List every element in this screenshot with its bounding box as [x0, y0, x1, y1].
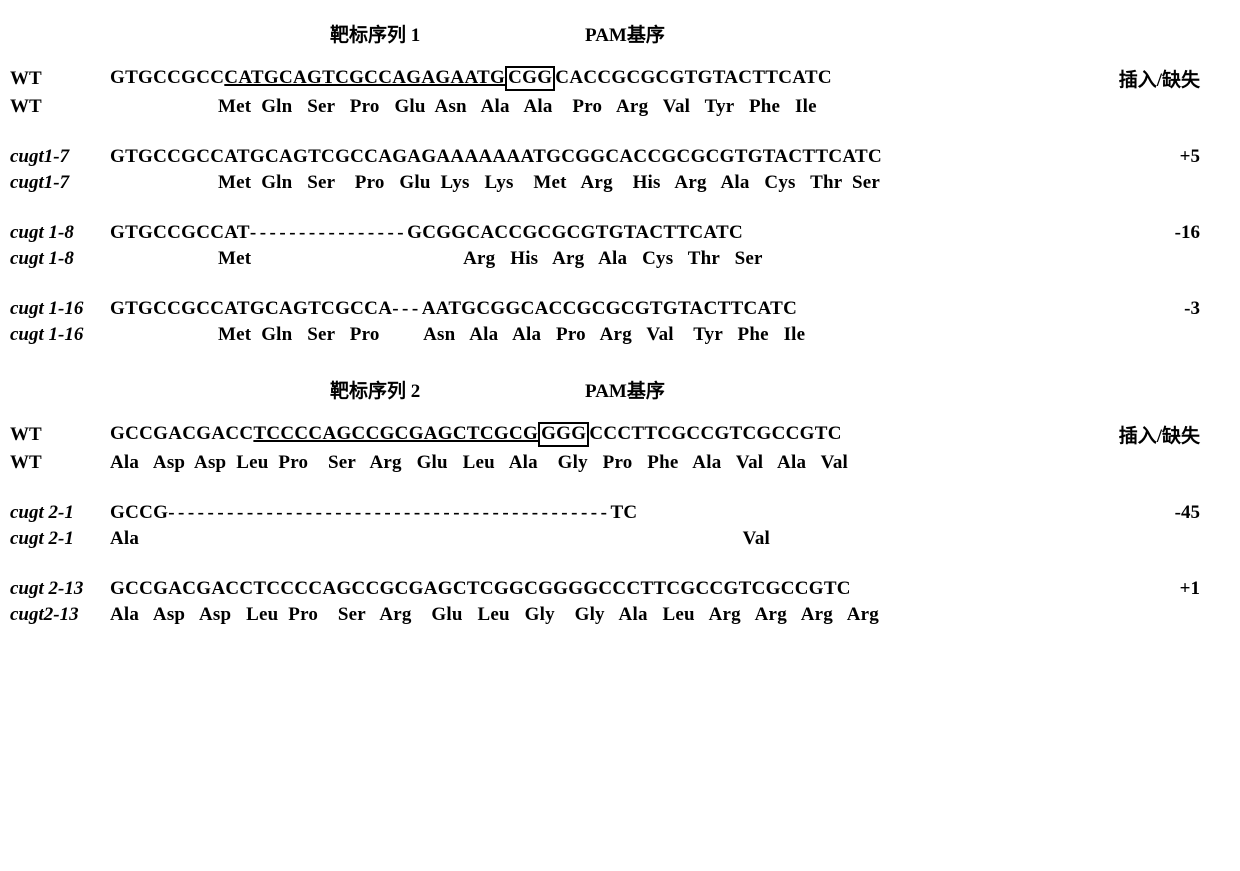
- cugt1-8-indel: -16: [1155, 222, 1230, 244]
- mut1-8-block: cugt 1-8 GTGCCGCCAT----------------GCGGC…: [10, 222, 1230, 270]
- wt-amino-acids-2: Ala Asp Asp Leu Pro Ser Arg Glu Leu Ala …: [110, 452, 848, 474]
- wt-label: WT: [10, 68, 110, 90]
- cugt2-13-label: cugt 2-13: [10, 578, 110, 600]
- cugt2-1-amino-acids: Ala Val: [110, 528, 770, 550]
- wt-sequence-2: GCCGACGACCTCCCCAGCCGCGAGCTCGCGGGGCCCTTCG…: [110, 422, 842, 447]
- cugt1-8-label-aa: cugt 1-8: [10, 248, 110, 270]
- target-seq-1-label: 靶标序列 1: [330, 25, 420, 46]
- section2-header: 靶标序列 2 PAM基序: [10, 376, 1230, 403]
- pam-motif-2-label: PAM基序: [585, 381, 665, 402]
- mut2-13-block: cugt 2-13 GCCGACGACCTCCCCAGCCGCGAGCTCGGC…: [10, 578, 1230, 626]
- cugt1-16-sequence: GTGCCGCCATGCAGTCGCCA---AATGCGGCACCGCGCGT…: [110, 298, 797, 320]
- cugt2-13-sequence: GCCGACGACCTCCCCAGCCGCGAGCTCGGCGGGGCCCTTC…: [110, 578, 851, 600]
- wt-amino-acids-1: Met Gln Ser Pro Glu Asn Ala Ala Pro Arg …: [110, 96, 817, 118]
- cugt2-1-label: cugt 2-1: [10, 502, 110, 524]
- wt-label-2-aa: WT: [10, 452, 110, 474]
- cugt2-13-amino-acids: Ala Asp Asp Leu Pro Ser Arg Glu Leu Gly …: [110, 604, 879, 626]
- cugt1-7-indel: +5: [1160, 146, 1230, 168]
- wt-block-1: WT GTGCCGCCCATGCAGTCGCCAGAGAATGCGGCACCGC…: [10, 65, 1230, 118]
- cugt1-8-amino-acids: Met Arg His Arg Ala Cys Thr Ser: [110, 248, 763, 270]
- cugt2-1-label-aa: cugt 2-1: [10, 528, 110, 550]
- cugt1-7-label-aa: cugt1-7: [10, 172, 110, 194]
- cugt1-7-amino-acids: Met Gln Ser Pro Glu Lys Lys Met Arg His …: [110, 172, 880, 194]
- cugt1-8-label: cugt 1-8: [10, 222, 110, 244]
- indel-header-2: 插入/缺失: [1099, 421, 1230, 448]
- mut1-7-block: cugt1-7 GTGCCGCCATGCAGTCGCCAGAGAAAAAAATG…: [10, 146, 1230, 194]
- target-seq-2-label: 靶标序列 2: [330, 381, 420, 402]
- wt-label-aa: WT: [10, 96, 110, 118]
- cugt1-8-sequence: GTGCCGCCAT----------------GCGGCACCGCGCGT…: [110, 222, 743, 244]
- section1-header: 靶标序列 1 PAM基序: [10, 20, 1230, 47]
- cugt1-16-indel: -3: [1164, 298, 1230, 320]
- cugt1-16-amino-acids: Met Gln Ser Pro Asn Ala Ala Pro Arg Val …: [110, 324, 805, 346]
- mut2-1-block: cugt 2-1 GCCG---------------------------…: [10, 502, 1230, 550]
- cugt2-1-sequence: GCCG------------------------------------…: [110, 502, 637, 524]
- cugt2-1-indel: -45: [1155, 502, 1230, 524]
- cugt2-13-indel: +1: [1160, 578, 1230, 600]
- cugt2-13-label-aa: cugt2-13: [10, 604, 110, 626]
- indel-header-1: 插入/缺失: [1099, 65, 1230, 92]
- section-2: 靶标序列 2 PAM基序 WT GCCGACGACCTCCCCAGCCGCGAG…: [10, 376, 1230, 626]
- section-1: 靶标序列 1 PAM基序 WT GTGCCGCCCATGCAGTCGCCAGAG…: [10, 20, 1230, 346]
- cugt1-7-sequence: GTGCCGCCATGCAGTCGCCAGAGAAAAAAATGCGGCACCG…: [110, 146, 882, 168]
- wt-block-2: WT GCCGACGACCTCCCCAGCCGCGAGCTCGCGGGGCCCT…: [10, 421, 1230, 474]
- mut1-16-block: cugt 1-16 GTGCCGCCATGCAGTCGCCA---AATGCGG…: [10, 298, 1230, 346]
- wt-sequence-1: GTGCCGCCCATGCAGTCGCCAGAGAATGCGGCACCGCGCG…: [110, 66, 832, 91]
- cugt1-16-label-aa: cugt 1-16: [10, 324, 110, 346]
- cugt1-7-label: cugt1-7: [10, 146, 110, 168]
- cugt1-16-label: cugt 1-16: [10, 298, 110, 320]
- wt-label-2: WT: [10, 424, 110, 446]
- pam-motif-1-label: PAM基序: [585, 25, 665, 46]
